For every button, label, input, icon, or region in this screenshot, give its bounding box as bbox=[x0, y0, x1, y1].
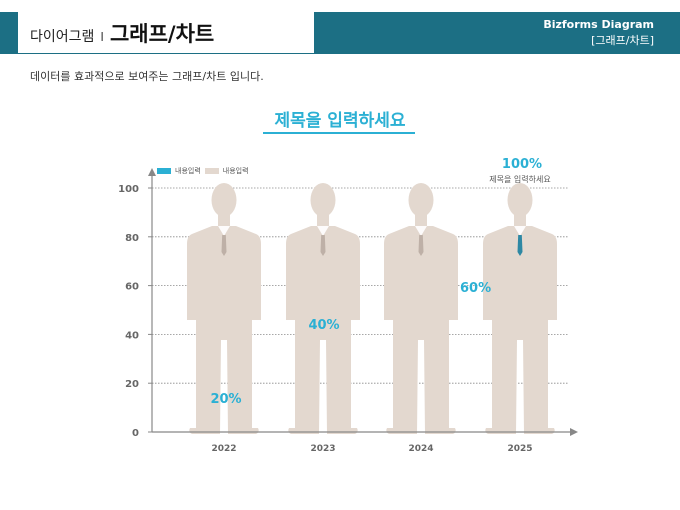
necktie-icon bbox=[221, 235, 227, 256]
page-header: 다이어그램 I 그래프/차트 bbox=[30, 18, 214, 50]
bar-empty-portion bbox=[483, 183, 557, 434]
header-separator: I bbox=[100, 30, 104, 44]
chart-bars bbox=[187, 183, 557, 434]
x-tick-label: 2025 bbox=[507, 444, 532, 454]
y-axis-arrow bbox=[148, 168, 156, 176]
legend-label-filled: 내용입력 bbox=[175, 167, 201, 175]
shirt-collar-icon bbox=[514, 226, 526, 236]
y-tick-label: 0 bbox=[132, 428, 139, 439]
x-tick-label: 2023 bbox=[310, 444, 335, 454]
brand-name: Bizforms Diagram bbox=[543, 18, 654, 31]
data-label: 40% bbox=[308, 318, 339, 333]
y-tick-label: 40 bbox=[125, 330, 139, 341]
data-annotation: 제목을 입력하세요 bbox=[489, 174, 550, 184]
chart-legend: 내용입력 내용입력 bbox=[157, 166, 249, 176]
y-tick-label: 100 bbox=[118, 184, 139, 195]
data-label: 20% bbox=[210, 392, 241, 407]
y-tick-label: 20 bbox=[125, 379, 139, 390]
necktie-icon bbox=[418, 235, 424, 256]
header-underline bbox=[18, 53, 314, 54]
page-description: 데이터를 효과적으로 보여주는 그래프/차트 입니다. bbox=[30, 70, 264, 83]
shirt-collar-icon bbox=[415, 226, 427, 236]
chart-title-underline bbox=[263, 132, 415, 134]
legend-swatch-filled bbox=[157, 168, 171, 174]
data-label: 60% bbox=[460, 281, 491, 296]
legend-swatch-empty bbox=[204, 168, 219, 174]
header-accent-bar bbox=[0, 12, 18, 54]
chart-labels: 0 20 40 60 80 100 2022 20% 2023 40% 2024 60% 2025 100… bbox=[118, 157, 551, 454]
chart-title: 제목을 입력하세요 bbox=[274, 111, 406, 131]
header-brand-panel: Bizforms Diagram [그래프/차트] bbox=[314, 12, 680, 54]
necktie-icon bbox=[320, 235, 326, 256]
shirt-collar-icon bbox=[317, 226, 329, 236]
y-tick-label: 60 bbox=[125, 282, 139, 293]
chart-axes bbox=[148, 168, 578, 436]
bar-empty-portion bbox=[384, 183, 458, 434]
page-title: 그래프/차트 bbox=[109, 22, 215, 46]
necktie-icon bbox=[517, 235, 523, 256]
x-tick-label: 2024 bbox=[408, 444, 433, 454]
y-tick-label: 80 bbox=[125, 233, 139, 244]
x-tick-label: 2022 bbox=[211, 444, 236, 454]
legend-label-empty: 내용입력 bbox=[222, 167, 249, 175]
header-category: 다이어그램 bbox=[30, 29, 95, 45]
shirt-collar-icon bbox=[218, 226, 230, 236]
brand-subtitle: [그래프/차트] bbox=[591, 34, 654, 47]
bar-empty-portion bbox=[286, 183, 360, 434]
x-axis-arrow bbox=[570, 428, 578, 436]
data-label: 100% bbox=[502, 157, 542, 172]
